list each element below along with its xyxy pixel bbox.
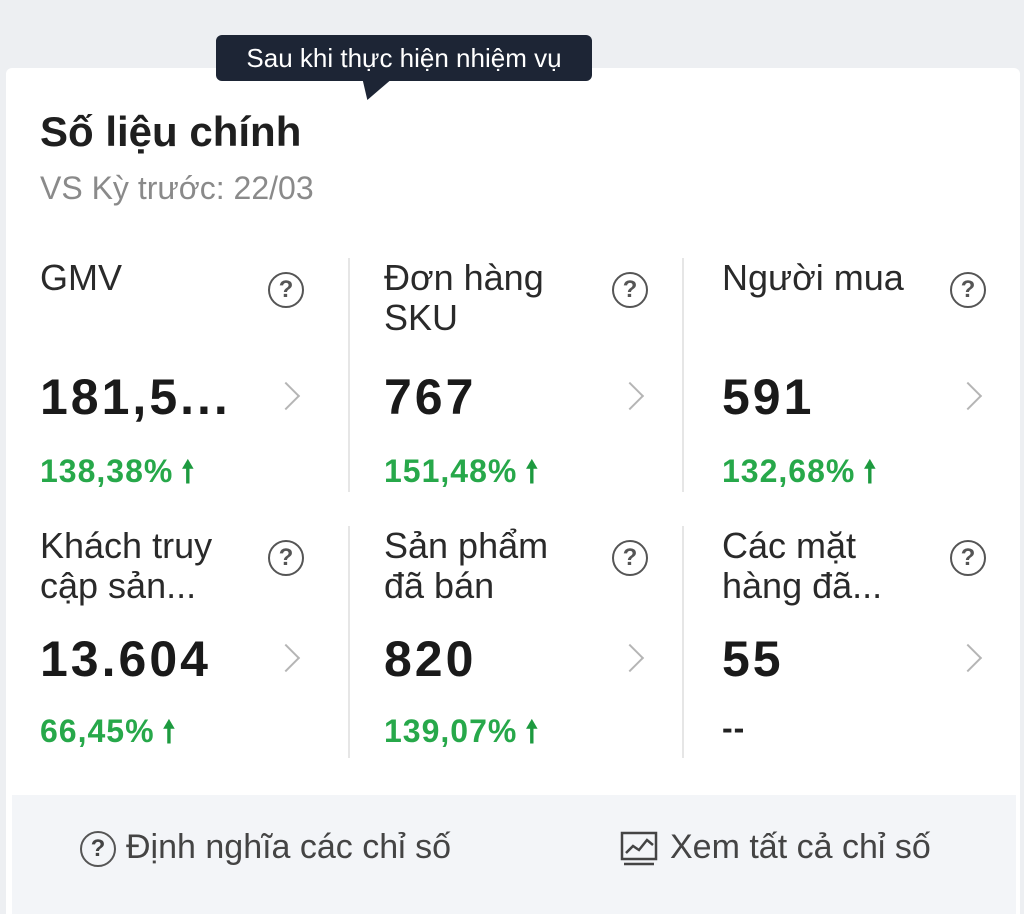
section-title: Số liệu chính xyxy=(40,108,302,155)
metric-change: 132,68% 🠕 xyxy=(722,450,877,501)
metric-change: 66,45% 🠕 xyxy=(40,710,176,761)
metric-value: 820 xyxy=(384,631,477,687)
arrow-up-icon: 🠕 xyxy=(525,716,540,749)
metric-definitions-link[interactable]: ? Định nghĩa các chỉ số xyxy=(80,825,451,869)
chevron-right-icon[interactable] xyxy=(271,381,301,411)
metric-value: 13.604 xyxy=(40,631,211,687)
help-icon[interactable]: ? xyxy=(612,272,648,308)
divider xyxy=(348,258,350,492)
help-icon[interactable]: ? xyxy=(268,540,304,576)
metric-change: 151,48% 🠕 xyxy=(384,450,539,501)
metric-card-sku-orders[interactable]: Đơn hàng SKU ? 767 151,48% 🠕 xyxy=(384,258,724,518)
metric-label: Người mua xyxy=(722,257,904,298)
chevron-right-icon[interactable] xyxy=(615,643,645,673)
metric-label: Các mặt hàng đã... xyxy=(722,525,883,606)
comparison-period: VS Kỳ trước: 22/03 xyxy=(40,170,314,206)
metric-card-items-sold[interactable]: Các mặt hàng đã... ? 55 -- xyxy=(722,526,1024,786)
arrow-up-icon: 🠕 xyxy=(863,456,878,489)
key-metrics-card xyxy=(6,68,1020,914)
metric-change: 139,07% 🠕 xyxy=(384,710,539,761)
tooltip: Sau khi thực hiện nhiệm vụ xyxy=(216,35,592,81)
divider xyxy=(682,526,684,758)
help-icon[interactable]: ? xyxy=(612,540,648,576)
metric-value: 767 xyxy=(384,369,477,425)
metric-definitions-label: Định nghĩa các chỉ số xyxy=(126,828,452,866)
view-all-metrics-link[interactable]: Xem tất cả chỉ số xyxy=(620,825,931,869)
metric-value: 181,5... xyxy=(40,369,231,425)
arrow-up-icon: 🠕 xyxy=(525,456,540,489)
metric-card-gmv[interactable]: GMV ? 181,5... 138,38% 🠕 xyxy=(40,258,380,518)
metric-change: -- xyxy=(722,710,746,746)
chevron-right-icon[interactable] xyxy=(953,381,983,411)
metric-label: GMV xyxy=(40,257,123,298)
metric-value: 591 xyxy=(722,369,815,425)
metric-card-buyers[interactable]: Người mua ? 591 132,68% 🠕 xyxy=(722,258,1024,518)
line-chart-icon xyxy=(620,831,658,866)
chevron-right-icon[interactable] xyxy=(615,381,645,411)
metric-label: Khách truy cập sản... xyxy=(40,525,213,606)
help-icon[interactable]: ? xyxy=(268,272,304,308)
arrow-up-icon: 🠕 xyxy=(162,716,177,749)
metric-card-product-visitors[interactable]: Khách truy cập sản... ? 13.604 66,45% 🠕 xyxy=(40,526,380,786)
metric-label: Sản phẩm đã bán xyxy=(384,525,549,606)
metrics-grid: GMV ? 181,5... 138,38% 🠕 Đơn hàng SKU ? 7… xyxy=(0,250,1024,770)
metric-label: Đơn hàng SKU xyxy=(384,257,544,338)
divider xyxy=(348,526,350,758)
arrow-up-icon: 🠕 xyxy=(181,456,196,489)
metric-change: 138,38% 🠕 xyxy=(40,450,195,501)
chevron-right-icon[interactable] xyxy=(271,643,301,673)
help-icon[interactable]: ? xyxy=(950,540,986,576)
card-footer: ? Định nghĩa các chỉ số Xem tất cả chỉ số xyxy=(12,795,1016,914)
help-icon: ? xyxy=(80,831,116,868)
divider xyxy=(682,258,684,492)
metric-value: 55 xyxy=(722,631,784,687)
metric-card-products-sold[interactable]: Sản phẩm đã bán ? 820 139,07% 🠕 xyxy=(384,526,724,786)
help-icon[interactable]: ? xyxy=(950,272,986,308)
chevron-right-icon[interactable] xyxy=(953,643,983,673)
view-all-metrics-label: Xem tất cả chỉ số xyxy=(670,828,931,866)
